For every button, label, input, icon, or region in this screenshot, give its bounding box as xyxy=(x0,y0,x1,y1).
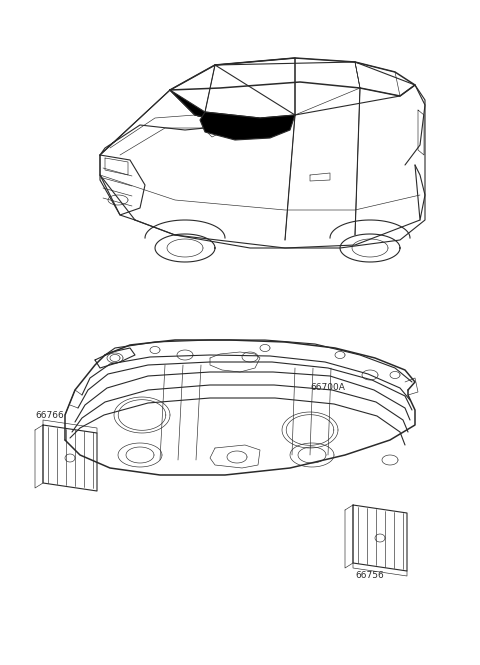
Text: 66766: 66766 xyxy=(35,411,64,420)
Polygon shape xyxy=(200,112,295,140)
Text: 66700A: 66700A xyxy=(310,383,345,392)
Polygon shape xyxy=(170,90,295,125)
Text: 66756: 66756 xyxy=(355,571,384,580)
